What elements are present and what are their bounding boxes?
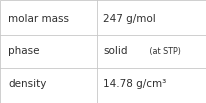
Text: density: density xyxy=(8,79,46,90)
Text: (at STP): (at STP) xyxy=(146,47,180,56)
Text: 247 g/mol: 247 g/mol xyxy=(103,13,156,24)
Text: solid: solid xyxy=(103,46,127,57)
Text: 14.78 g/cm³: 14.78 g/cm³ xyxy=(103,79,166,90)
Text: molar mass: molar mass xyxy=(8,13,69,24)
Text: phase: phase xyxy=(8,46,40,57)
